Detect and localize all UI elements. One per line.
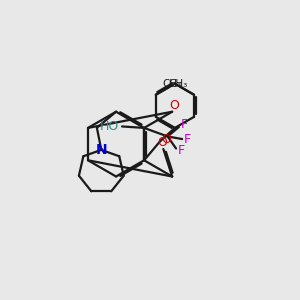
Text: O: O — [157, 136, 167, 149]
Text: N: N — [95, 143, 107, 157]
Text: HO: HO — [100, 120, 119, 133]
Text: F: F — [178, 144, 185, 158]
Text: O: O — [162, 133, 172, 146]
Text: F: F — [181, 118, 188, 131]
Text: CH₃: CH₃ — [168, 79, 188, 89]
Text: F: F — [184, 133, 191, 146]
Text: CH₃: CH₃ — [162, 79, 182, 89]
Text: O: O — [169, 99, 179, 112]
